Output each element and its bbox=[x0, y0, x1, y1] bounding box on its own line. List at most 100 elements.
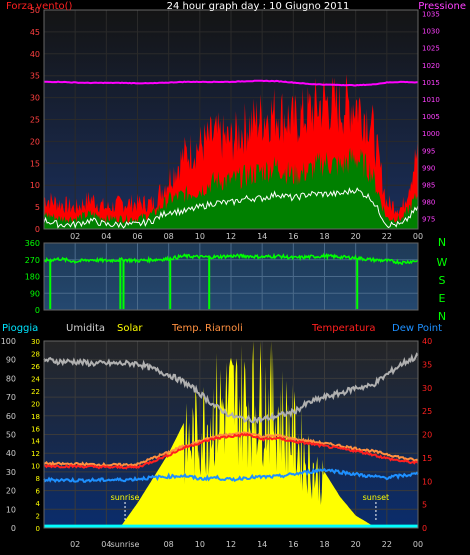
y-right-tick-label: 990 bbox=[422, 164, 435, 172]
y-left-tick-label: 20 bbox=[30, 137, 40, 146]
wind-mean-line bbox=[43, 187, 419, 229]
y-left-tick-label: 20 bbox=[6, 487, 16, 496]
temperature-line bbox=[43, 432, 419, 470]
y-solar-tick-label: 24 bbox=[31, 375, 40, 383]
y-left-tick-label: 70 bbox=[6, 393, 16, 402]
x-tick-label: sunrise bbox=[111, 540, 140, 549]
x-tick-label: 12 bbox=[226, 232, 236, 241]
x-tick-label: 10 bbox=[195, 232, 205, 241]
compass-label: N bbox=[438, 236, 446, 249]
x-tick-label: 14 bbox=[257, 232, 267, 241]
y-right-tick-label: 25 bbox=[422, 407, 432, 416]
y-solar-tick-label: 16 bbox=[31, 425, 40, 433]
y-tick-label: 180 bbox=[25, 273, 40, 282]
y-left-tick-label: 50 bbox=[6, 431, 16, 440]
y-solar-tick-label: 10 bbox=[31, 463, 40, 471]
y-solar-tick-label: 28 bbox=[31, 350, 40, 358]
y-solar-tick-label: 4 bbox=[36, 500, 41, 508]
wind-plot-border bbox=[43, 9, 419, 230]
y-right-tick-label: 1010 bbox=[422, 96, 440, 104]
y-right-tick-label: 1035 bbox=[422, 10, 440, 18]
wind-avg-area bbox=[44, 147, 418, 229]
y-solar-tick-label: 6 bbox=[36, 488, 41, 496]
compass-label: N bbox=[438, 310, 446, 323]
y-tick-label: 360 bbox=[25, 239, 40, 248]
y-left-tick-label: 40 bbox=[6, 449, 16, 458]
y-tick-label: 0 bbox=[35, 306, 40, 315]
y-solar-tick-label: 14 bbox=[31, 438, 40, 446]
x-tick-label: 08 bbox=[164, 540, 174, 549]
x-tick-label: 20 bbox=[351, 540, 361, 549]
direction-plot-border bbox=[43, 242, 419, 311]
x-tick-label: 18 bbox=[319, 232, 329, 241]
y-right-tick-label: 35 bbox=[422, 360, 432, 369]
y-left-tick-label: 25 bbox=[30, 116, 40, 125]
y-solar-tick-label: 0 bbox=[36, 525, 40, 533]
x-tick-label: 12 bbox=[226, 540, 236, 549]
y-left-tick-label: 80 bbox=[6, 374, 16, 383]
y-left-tick-label: 5 bbox=[35, 203, 40, 212]
x-tick-label: 16 bbox=[288, 232, 298, 241]
right-axis-title: Pressione bbox=[418, 1, 466, 12]
pressure-line bbox=[44, 79, 418, 87]
y-left-tick-label: 0 bbox=[11, 524, 16, 533]
x-tick-label: 02 bbox=[70, 540, 80, 549]
y-left-tick-label: 0 bbox=[35, 225, 40, 234]
dew-point-line bbox=[43, 467, 419, 484]
y-right-tick-label: 40 bbox=[422, 337, 432, 346]
y-left-tick-label: 60 bbox=[6, 412, 16, 421]
y-left-tick-label: 15 bbox=[30, 159, 40, 168]
x-tick-label: 06 bbox=[132, 232, 142, 241]
y-left-tick-label: 100 bbox=[1, 337, 16, 346]
sunset-label: sunset bbox=[363, 493, 390, 502]
y-right-tick-label: 1025 bbox=[422, 45, 440, 53]
wind-direction-line bbox=[43, 252, 419, 266]
y-right-tick-label: 1015 bbox=[422, 79, 440, 87]
y-right-tick-label: 20 bbox=[422, 431, 432, 440]
y-solar-tick-label: 20 bbox=[31, 400, 40, 408]
y-right-tick-label: 1000 bbox=[422, 130, 440, 138]
y-solar-tick-label: 8 bbox=[36, 475, 40, 483]
y-left-tick-label: 30 bbox=[6, 468, 16, 477]
y-right-tick-label: 30 bbox=[422, 384, 432, 393]
y-solar-tick-label: 26 bbox=[31, 363, 40, 371]
y-left-tick-label: 90 bbox=[6, 356, 16, 365]
x-tick-label: 00 bbox=[413, 232, 423, 241]
y-right-tick-label: 15 bbox=[422, 454, 432, 463]
y-left-tick-label: 10 bbox=[30, 181, 40, 190]
y-right-tick-label: 1020 bbox=[422, 62, 440, 70]
x-tick-label: 22 bbox=[382, 540, 392, 549]
x-tick-label: 16 bbox=[288, 540, 298, 549]
y-right-tick-label: 10 bbox=[422, 477, 432, 486]
y-tick-label: 270 bbox=[25, 256, 40, 265]
graph-title: 24 hour graph day : 10 Giugno 2011 bbox=[167, 1, 350, 12]
y-left-tick-label: 40 bbox=[30, 50, 40, 59]
y-solar-tick-label: 18 bbox=[31, 413, 40, 421]
legend-pioggia: Pioggia bbox=[2, 323, 38, 334]
y-tick-label: 90 bbox=[30, 289, 40, 298]
compass-label: S bbox=[439, 274, 446, 287]
y-right-tick-label: 1005 bbox=[422, 113, 440, 121]
x-tick-label: 20 bbox=[351, 232, 361, 241]
legend-dew-point: Dew Point bbox=[392, 323, 442, 334]
y-right-tick-label: 985 bbox=[422, 182, 435, 190]
x-tick-label: 04 bbox=[101, 232, 111, 241]
x-tick-label: 02 bbox=[70, 232, 80, 241]
legend-temp-riarnoli: Temp. Riarnoli bbox=[171, 323, 243, 334]
legend-solar: Solar bbox=[117, 323, 143, 334]
x-tick-label: 00 bbox=[413, 540, 423, 549]
sunrise-label: sunrise bbox=[111, 493, 140, 502]
x-tick-label: 18 bbox=[319, 540, 329, 549]
x-tick-label: 22 bbox=[382, 232, 392, 241]
y-left-tick-label: 10 bbox=[6, 505, 16, 514]
legend-temperatura: Temperatura bbox=[311, 323, 376, 334]
y-solar-tick-label: 2 bbox=[36, 513, 40, 521]
x-tick-label: 04 bbox=[101, 540, 111, 549]
weather-plot-border bbox=[43, 340, 419, 529]
y-left-tick-label: 45 bbox=[30, 28, 40, 37]
y-left-tick-label: 30 bbox=[30, 94, 40, 103]
y-right-tick-label: 1030 bbox=[422, 28, 440, 36]
y-right-tick-label: 975 bbox=[422, 216, 435, 224]
